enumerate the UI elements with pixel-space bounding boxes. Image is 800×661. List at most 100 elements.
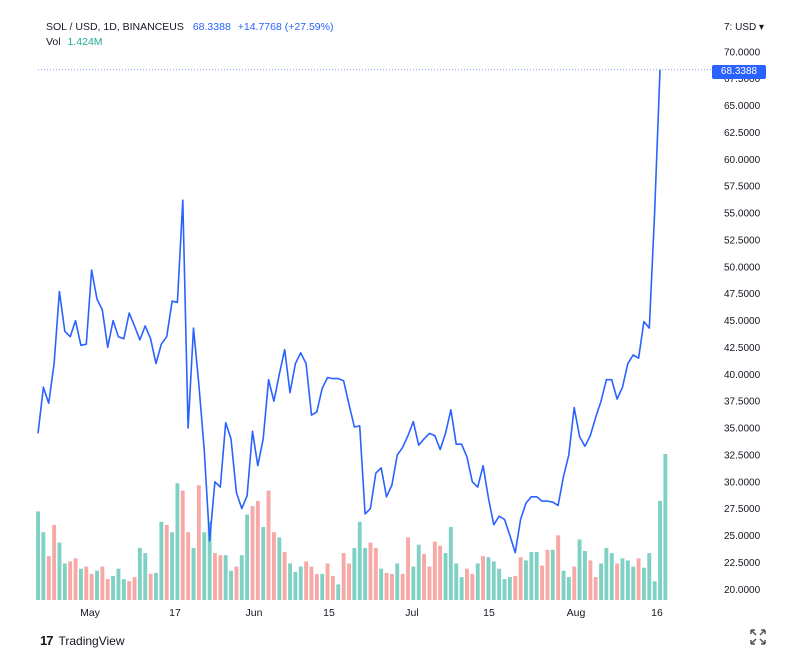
volume-bar [159,521,164,600]
fullscreen-icon[interactable] [748,627,768,647]
time-tick-label: Aug [567,607,586,619]
volume-bar [647,553,652,600]
last-price-tag: 68.3388 [712,65,766,79]
volume-bar [507,577,512,600]
price-tick-label: 40.0000 [724,370,761,381]
volume-bar [186,532,191,600]
volume-bar [234,566,239,600]
volume-bar [272,532,276,600]
volume-bar [583,551,587,600]
volume-bar [57,542,62,600]
time-tick-label: 16 [651,607,663,619]
price-tick-label: 30.0000 [724,477,761,488]
volume-bar [127,581,132,600]
volume-bar [524,560,528,600]
volume-bar [196,485,201,600]
volume-bar [556,535,561,600]
volume-bar [534,552,539,600]
volume-bar [266,490,271,600]
volume-bar [416,544,421,600]
volume-bar [663,454,668,600]
time-axis: May 17 Jun 15 Jul 15 Aug 16 [80,607,663,619]
volume-bar [518,557,523,600]
volume-bar [148,573,153,600]
price-line [37,69,661,554]
price-tick-label: 42.5000 [724,343,761,354]
tradingview-logo-icon: 17 [40,633,54,648]
volume-bar [202,532,207,600]
volume-bar [390,573,394,600]
volume-bar [277,537,282,600]
time-tick-label: 15 [483,607,495,619]
volume-bar [223,555,228,600]
volume-bar [100,566,105,600]
price-tick-label: 37.5000 [724,397,761,408]
volume-bar [341,553,346,600]
volume-bar [320,573,325,600]
volume-bar [245,514,250,600]
volume-bar [572,566,577,600]
volume-bar [642,567,646,600]
volume-bar [615,563,620,600]
volume-bar [261,527,266,600]
volume-label: Vol [46,36,61,48]
volume-bar [481,556,485,600]
price-tick-label: 65.0000 [724,101,761,112]
currency-label[interactable]: 7: USD ▾ [724,22,764,33]
volume-bar [599,563,603,600]
volume-bar [545,549,550,600]
volume-bar [336,584,341,600]
volume-bar [631,566,636,600]
volume-bar [561,570,566,600]
volume-bar [540,565,544,600]
volume-bar [79,568,83,600]
volume-bar [154,572,158,600]
volume-bar [625,560,630,600]
price-tick-label: 47.5000 [724,289,761,300]
volume-bar [314,573,319,600]
price-tick-label: 60.0000 [724,155,761,166]
volume-bar [41,532,46,600]
last-price-value: 68.3388 [192,21,231,33]
volume-bar [239,555,244,600]
volume-bar [459,577,464,600]
volume-bar [293,571,298,600]
volume-bar [550,549,555,600]
volume-bar [89,573,94,600]
volume-bar [229,570,233,600]
brand-name: TradingView [58,633,125,648]
volume-bar [491,561,496,600]
price-tick-label: 70.0000 [724,47,761,58]
price-tick-label: 50.0000 [724,262,761,273]
price-tick-label: 67.5000 [724,74,761,85]
volume-bar [604,547,609,600]
volume-bar [379,568,384,600]
volume-bar [577,539,582,600]
volume-bars [36,454,668,600]
volume-bar [170,532,174,600]
chart-legend: SOL / USD, 1D, BINANCEUS 68.3388 +14.776… [46,20,333,50]
volume-bar [373,547,378,600]
volume-bar [652,581,657,600]
tradingview-brand[interactable]: 17 TradingView [40,633,125,648]
time-tick-label: 17 [169,607,181,619]
volume-bar [143,553,148,600]
volume-bar [105,579,110,600]
price-tick-label: 57.5000 [724,182,761,193]
volume-bar [282,552,287,600]
volume-bar [325,563,330,600]
volume-bar [352,547,357,600]
volume-bar [309,566,314,600]
volume-bar [400,573,405,600]
volume-bar [132,577,137,600]
volume-bar [497,568,502,600]
volume-bar [250,506,255,600]
volume-bar [486,557,491,600]
volume-bar [448,527,453,600]
price-tick-label: 35.0000 [724,424,761,435]
volume-bar [454,563,459,600]
volume-bar [443,553,448,600]
price-tick-label: 22.5000 [724,558,761,569]
price-tick-label: 27.5000 [724,504,761,515]
